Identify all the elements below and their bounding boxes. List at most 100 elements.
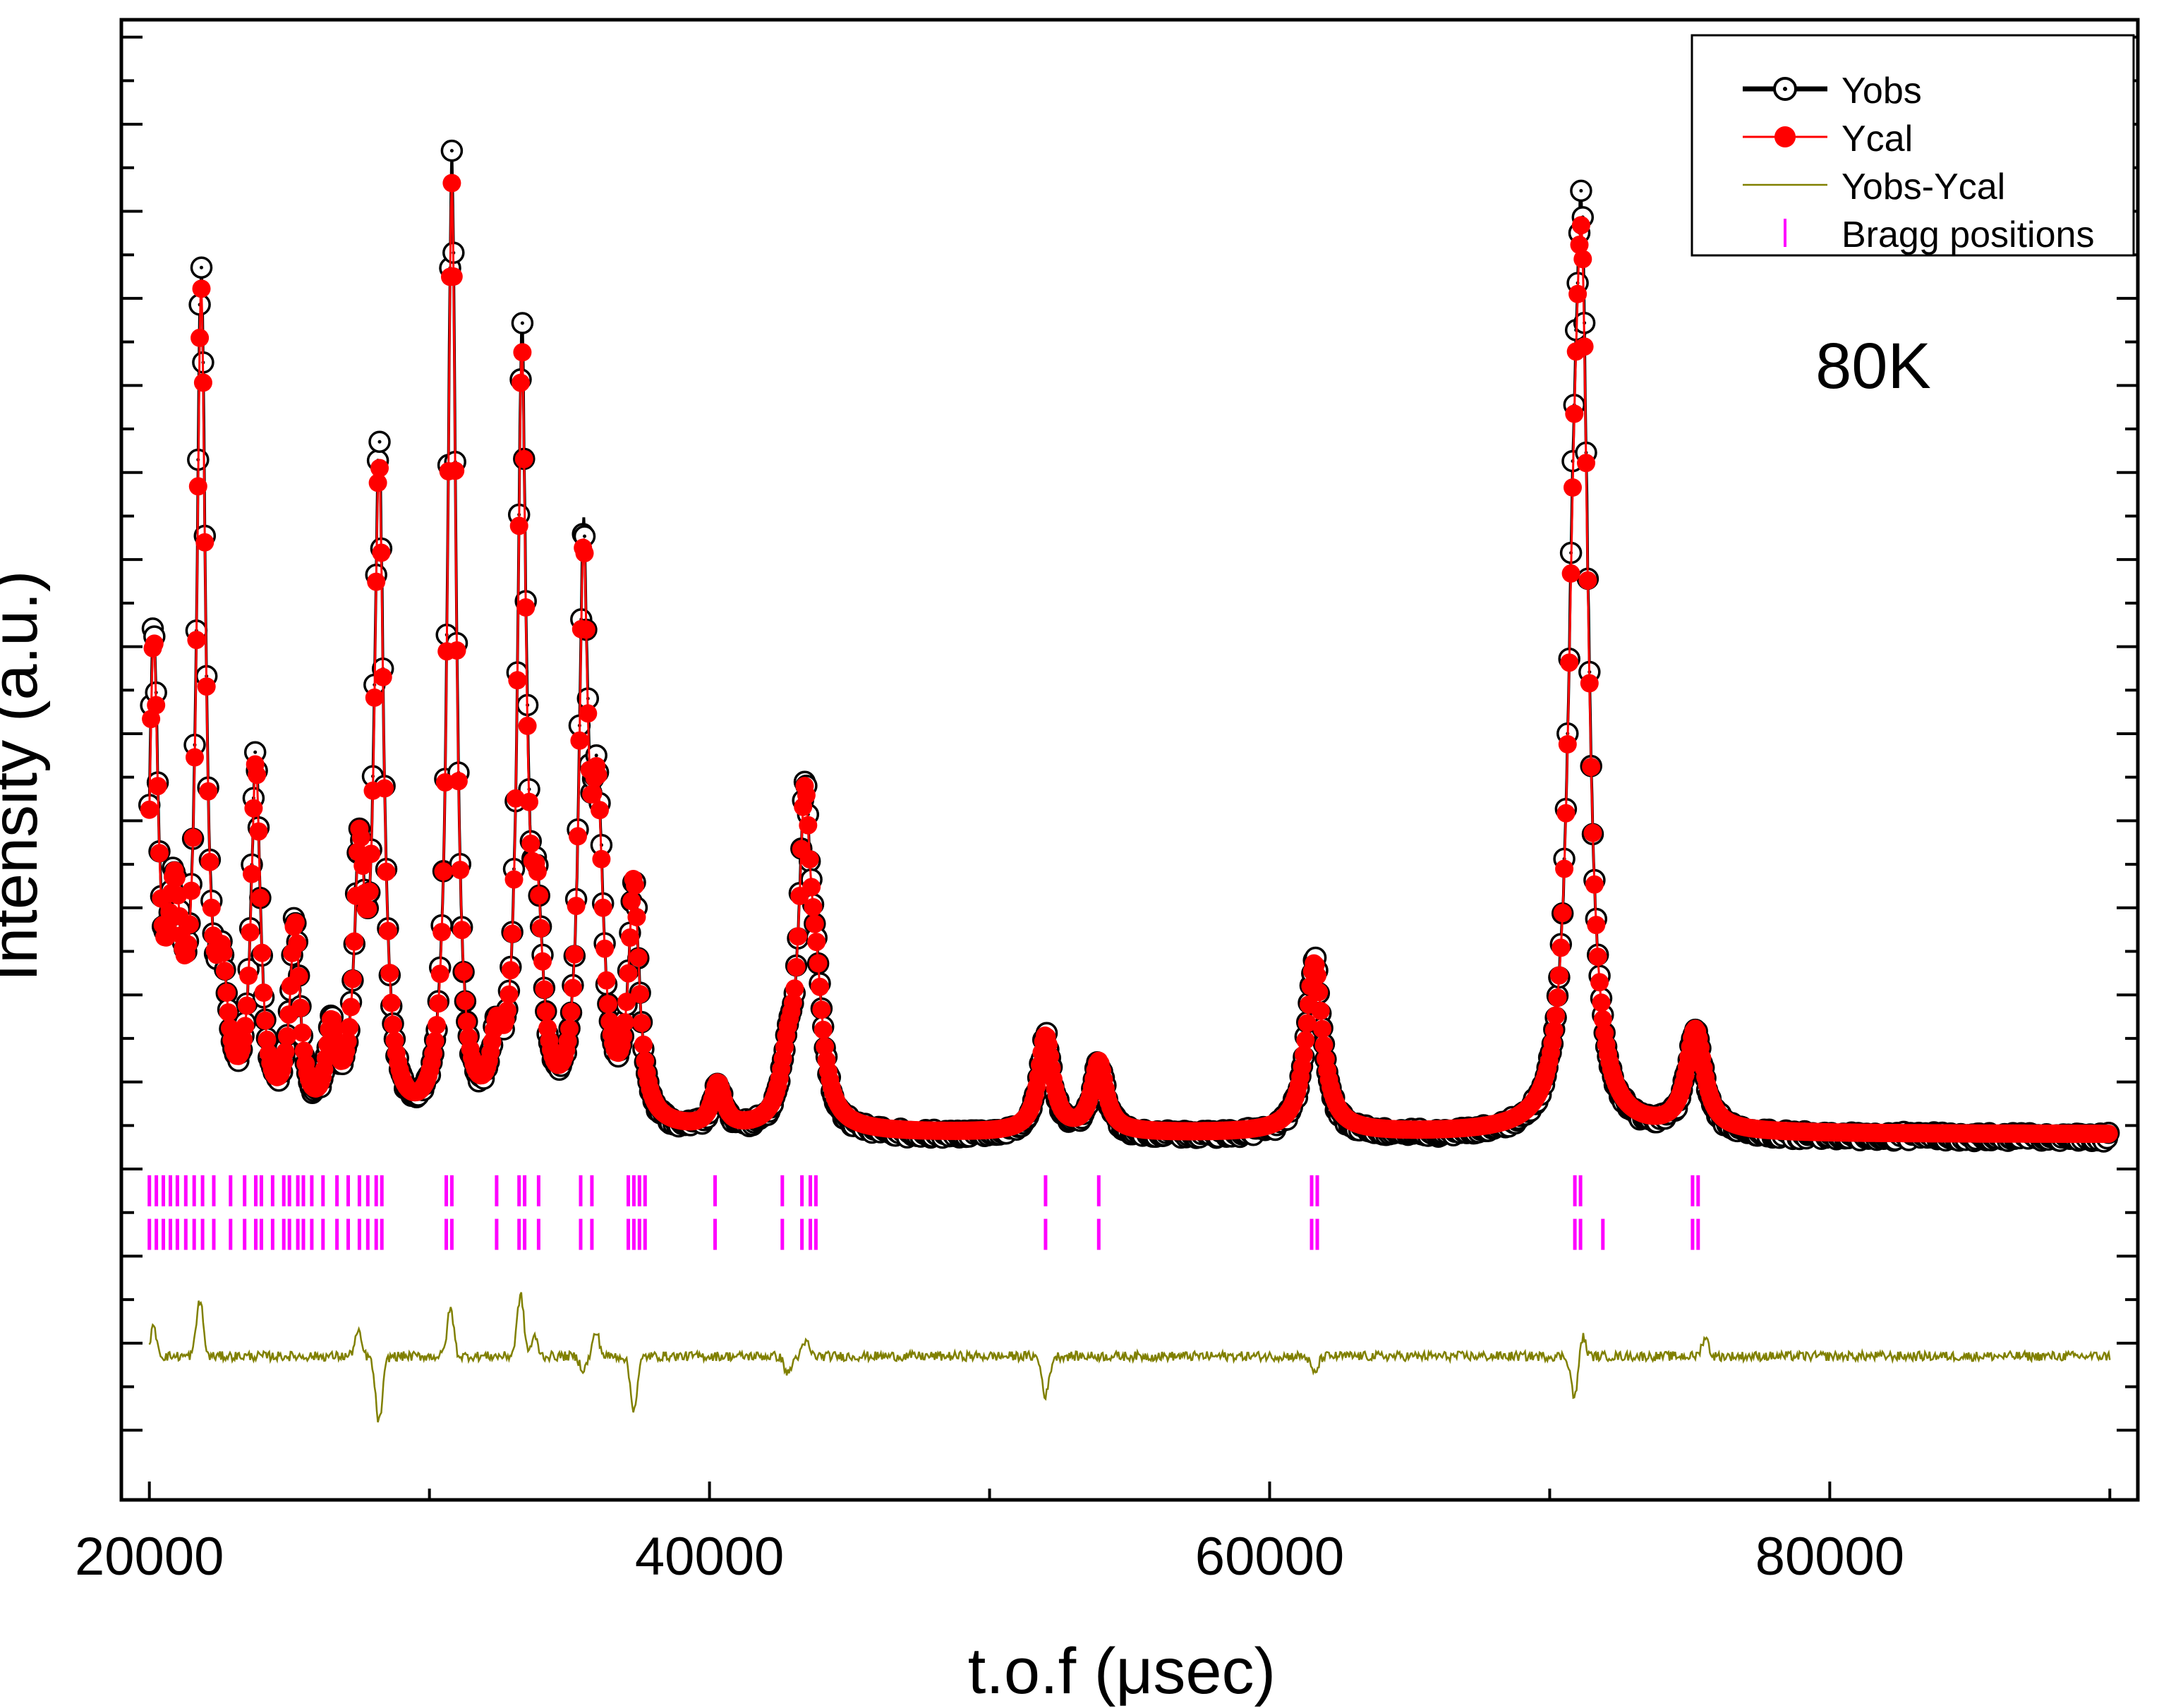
calculated-point	[789, 927, 807, 946]
calculated-point	[805, 914, 824, 933]
calculated-point	[1582, 758, 1601, 777]
calculated-point	[1314, 1036, 1334, 1055]
calculated-point	[1578, 571, 1597, 590]
calculated-point	[454, 962, 473, 981]
calculated-point	[800, 850, 819, 868]
calculated-point	[521, 835, 540, 853]
calculated-point	[362, 844, 381, 864]
calculated-point	[614, 1027, 633, 1046]
difference-curve-layer	[148, 1292, 2111, 1423]
calculated-point	[341, 998, 361, 1017]
observed-point-dot	[583, 534, 586, 538]
observed-point-dot	[200, 265, 203, 269]
calculated-point	[433, 923, 452, 942]
calculated-point	[570, 731, 589, 750]
calculated-point	[1575, 337, 1594, 356]
observed-point-dot	[594, 753, 598, 758]
calculated-point	[536, 1002, 555, 1021]
calculated-point	[365, 688, 384, 707]
observed-point-dot	[520, 321, 524, 325]
calculated-point	[1560, 653, 1579, 672]
calculated-point	[183, 828, 202, 847]
calculated-point	[563, 979, 582, 998]
calculated-point	[804, 898, 823, 916]
calculated-point	[360, 882, 379, 901]
calculated-point	[1571, 216, 1590, 235]
legend-label: Ycal	[1842, 119, 1913, 159]
calculated-point	[1587, 916, 1606, 935]
calculated-point	[449, 772, 468, 791]
calculated-point	[288, 934, 307, 953]
calculated-point	[145, 634, 164, 653]
calculated-point	[372, 543, 391, 562]
calculated-point	[802, 878, 821, 897]
calculated-data-layer	[140, 174, 2118, 1144]
calculated-point	[187, 631, 206, 650]
calculated-point	[787, 957, 806, 976]
calculated-point	[535, 980, 554, 999]
legend-box	[1691, 34, 2135, 257]
calculated-point	[373, 667, 392, 686]
calculated-point	[378, 921, 397, 940]
calculated-point	[368, 473, 387, 492]
calculated-point	[234, 1030, 253, 1049]
legend-label: Yobs-Ycal	[1842, 166, 2005, 207]
calculated-point	[179, 935, 198, 954]
calculated-point	[1585, 875, 1604, 894]
calculated-point	[498, 1001, 516, 1020]
calculated-point	[237, 996, 256, 1015]
calculated-point	[239, 967, 258, 985]
calculated-point	[1548, 988, 1567, 1007]
calculated-point	[1547, 1006, 1566, 1025]
calculated-point	[451, 861, 470, 880]
calculated-point	[167, 868, 186, 888]
calculated-point	[457, 1012, 476, 1031]
calculated-point	[530, 886, 549, 905]
calculated-point	[620, 928, 639, 947]
calculated-point	[513, 343, 532, 362]
calculated-point	[631, 985, 650, 1004]
calculated-point	[503, 924, 522, 943]
calculated-point	[1588, 947, 1607, 967]
calculated-point	[241, 923, 260, 942]
calculated-point	[278, 1026, 296, 1046]
calculated-point	[807, 933, 826, 952]
calculated-point	[629, 948, 648, 967]
legend-yobs-dot	[1783, 87, 1787, 91]
calculated-point	[428, 1016, 446, 1034]
calculated-point	[1310, 983, 1329, 1002]
calculated-point	[199, 782, 218, 801]
calculated-point	[622, 892, 641, 911]
calculated-point	[256, 1011, 274, 1030]
calculated-point	[516, 598, 536, 617]
calculated-point	[560, 1019, 579, 1038]
calculated-point	[293, 1023, 312, 1042]
calculated-point	[514, 449, 533, 468]
calculated-point	[814, 1020, 833, 1039]
calculated-point	[811, 977, 829, 996]
calculated-point	[500, 985, 519, 1004]
calculated-point	[444, 267, 463, 286]
calculated-point	[254, 983, 273, 1002]
calculated-point	[567, 897, 586, 916]
calculated-point	[200, 852, 219, 871]
calculated-point	[1565, 404, 1584, 423]
calculated-point	[370, 459, 389, 478]
calculated-point	[1583, 823, 1602, 842]
calculated-point	[456, 991, 475, 1010]
calculated-point	[595, 939, 615, 958]
calculated-point	[1556, 804, 1576, 823]
calculated-point	[442, 174, 461, 193]
calculated-point	[435, 773, 454, 792]
calculated-point	[617, 993, 636, 1011]
plot-area	[138, 139, 2120, 1423]
calculated-point	[358, 900, 377, 919]
calculated-point	[197, 677, 216, 696]
calculated-point	[1549, 966, 1568, 985]
calculated-point	[236, 1017, 255, 1036]
calculated-point	[249, 822, 268, 841]
calculated-point	[533, 952, 552, 971]
calculated-point	[1294, 1046, 1313, 1064]
calculated-point	[289, 967, 308, 986]
calculated-point	[147, 696, 166, 715]
